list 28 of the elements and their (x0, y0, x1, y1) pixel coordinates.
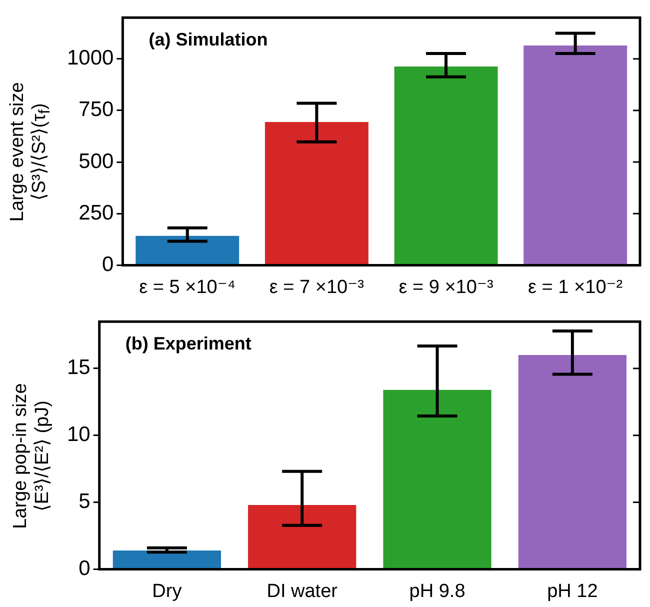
y-tick-label: 750 (78, 98, 114, 122)
y-tick-label: 15 (67, 356, 90, 380)
y-tick-label: 250 (78, 201, 114, 224)
y-tick-label: 10 (67, 423, 90, 446)
bar (264, 122, 368, 264)
bar (136, 236, 240, 264)
text: (b) Experiment (125, 334, 252, 354)
y-tick-label: 0 (78, 556, 90, 580)
y-tick-label: 0 (102, 252, 114, 276)
x-tick-label: pH 12 (547, 580, 598, 602)
x-tick-label: ε = 9 ×10⁻³ (398, 276, 494, 298)
y-axis-title: Large pop-in size ⟨E³⟩/⟨E²⟩ (pJ) (10, 383, 54, 529)
y-tick-label: 5 (78, 490, 90, 514)
x-tick-label: pH 9.8 (409, 580, 466, 602)
bar (383, 390, 492, 568)
y-tick-label: 1000 (67, 46, 114, 70)
x-tick-label: ε = 7 ×10⁻³ (269, 276, 364, 298)
x-tick-label: DI water (266, 580, 338, 602)
x-tick-label: ε = 5 ×10⁻⁴ (139, 276, 236, 298)
text: (a) Simulation (148, 30, 268, 50)
bar (394, 66, 498, 264)
x-tick-label: Dry (152, 580, 182, 602)
bar (518, 355, 626, 568)
y-tick-label: 500 (78, 150, 114, 173)
x-tick-label: ε = 1 ×10⁻² (528, 276, 623, 298)
bar (524, 45, 628, 264)
bar (248, 504, 356, 568)
bar (112, 550, 222, 568)
